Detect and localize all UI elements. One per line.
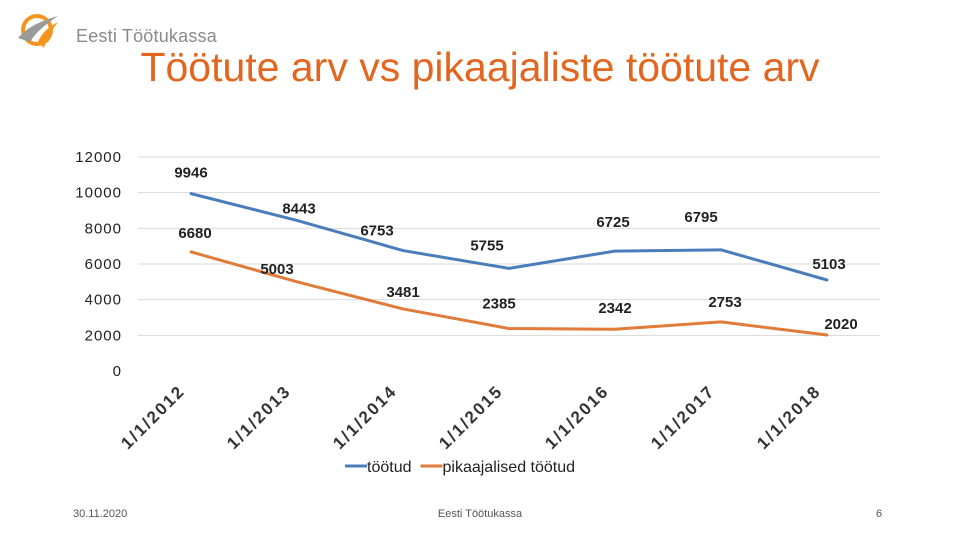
logo-mark-icon bbox=[18, 14, 58, 48]
data-label: 2385 bbox=[482, 295, 515, 312]
data-label: 2020 bbox=[824, 316, 857, 333]
data-label: 6753 bbox=[360, 223, 393, 240]
legend-label: pikaajalised töötud bbox=[442, 459, 575, 476]
data-label: 6795 bbox=[684, 209, 717, 226]
footer-organisation: Eesti Töötukassa bbox=[437, 508, 523, 520]
data-label: 2753 bbox=[708, 294, 741, 311]
y-tick-label: 6000 bbox=[85, 256, 122, 273]
x-tick-label: 1/1/2013 bbox=[223, 381, 295, 453]
page-number: 6 bbox=[876, 508, 883, 520]
y-tick-label: 2000 bbox=[85, 327, 122, 344]
logo: Eesti Töötukassa bbox=[14, 8, 264, 52]
series-line bbox=[189, 250, 829, 337]
legend: töötud pikaajalised töötud bbox=[345, 459, 575, 476]
x-tick-label: 1/1/2018 bbox=[753, 381, 825, 453]
chart-title: Töötute arv vs pikaajaliste töötute arv bbox=[140, 44, 820, 90]
x-tick-label: 1/1/2016 bbox=[541, 381, 613, 453]
data-label: 6680 bbox=[178, 225, 211, 242]
data-label: 5003 bbox=[260, 261, 293, 278]
legend-label: töötud bbox=[367, 459, 411, 476]
y-axis-ticks: 0 2000 4000 6000 8000 10000 12000 bbox=[75, 149, 122, 380]
data-label: 5103 bbox=[812, 256, 845, 273]
data-labels: 9946 8443 6753 5755 6725 6795 5103 6680 5003 3481… bbox=[174, 165, 857, 333]
series-line bbox=[189, 192, 829, 282]
y-tick-label: 10000 bbox=[75, 185, 122, 202]
data-label: 5755 bbox=[470, 237, 503, 254]
x-axis-ticks: 1/1/2012 1/1/2013 1/1/2014 1/1/2015 1/1/2016… bbox=[117, 381, 825, 453]
x-tick-label: 1/1/2014 bbox=[329, 381, 401, 453]
footer-date: 30.11.2020 bbox=[73, 508, 128, 520]
data-label: 2342 bbox=[598, 300, 631, 317]
y-tick-label: 0 bbox=[113, 363, 122, 380]
y-tick-label: 12000 bbox=[75, 149, 122, 166]
y-tick-label: 4000 bbox=[85, 292, 122, 309]
y-tick-label: 8000 bbox=[85, 220, 122, 237]
data-label: 9946 bbox=[174, 165, 207, 182]
logo-text: Eesti Töötukassa bbox=[76, 26, 217, 46]
data-label: 6725 bbox=[596, 214, 629, 231]
x-tick-label: 1/1/2012 bbox=[117, 381, 189, 453]
x-tick-label: 1/1/2017 bbox=[647, 381, 719, 453]
series bbox=[189, 192, 829, 337]
data-label: 3481 bbox=[386, 284, 419, 301]
data-label: 8443 bbox=[282, 200, 315, 217]
x-tick-label: 1/1/2015 bbox=[435, 381, 507, 453]
grid bbox=[138, 156, 880, 336]
